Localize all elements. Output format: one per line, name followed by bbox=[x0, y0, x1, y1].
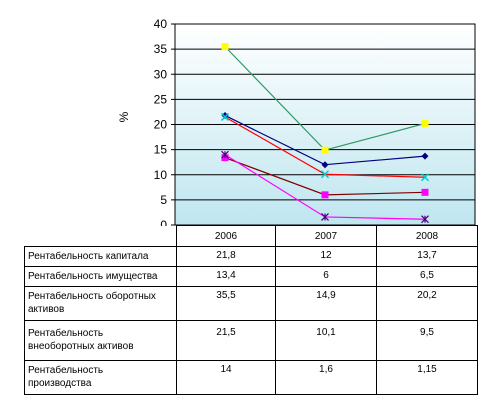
row-label-line: Рентабельность bbox=[28, 328, 104, 339]
series-2-point bbox=[321, 191, 329, 199]
row-label-line: Рентабельность имущества bbox=[28, 271, 158, 282]
table-cell: 13,4 bbox=[176, 266, 276, 287]
series-1-point bbox=[321, 161, 329, 169]
table-row: Рентабельность капитала 21,8 12 13,7 bbox=[24, 246, 478, 267]
y-tick-label: 5 bbox=[160, 193, 167, 207]
row-label: Рентабельность имущества bbox=[24, 266, 177, 287]
series-5-point bbox=[321, 213, 329, 221]
series-4-point bbox=[420, 173, 430, 182]
gridlines bbox=[175, 48, 475, 201]
row-label-line: внеоборотных активов bbox=[28, 341, 134, 352]
table-row: Рентабельность имущества 13,4 6 6,5 bbox=[24, 266, 478, 287]
series-1-point bbox=[421, 152, 429, 160]
table-cell: 14,9 bbox=[275, 286, 377, 321]
row-label: Рентабельность капитала bbox=[24, 246, 177, 267]
table-cell: 14 bbox=[176, 360, 276, 395]
table-cell: 21,5 bbox=[176, 320, 276, 361]
year-header: 2008 bbox=[376, 225, 478, 247]
table-row: Рентабельность производства 14 1,6 1,15 bbox=[24, 360, 478, 395]
table-cell: 35,5 bbox=[176, 286, 276, 321]
series-4-point bbox=[320, 170, 330, 179]
series-3-point bbox=[221, 43, 229, 51]
table-row: Рентабельность оборотных активов 35,5 14,… bbox=[24, 286, 478, 321]
series-1-point bbox=[221, 111, 229, 119]
series-markers bbox=[220, 43, 430, 224]
row-label-line: Рентабельность bbox=[28, 365, 104, 376]
row-label-line: активов bbox=[28, 304, 65, 315]
table-cell: 10,1 bbox=[275, 320, 377, 361]
y-tick-label: 10 bbox=[154, 168, 168, 182]
series-3-point bbox=[421, 119, 429, 127]
row-label: Рентабельность оборотных активов bbox=[24, 286, 177, 321]
table-cell: 12 bbox=[275, 246, 377, 267]
series-4-point bbox=[220, 112, 230, 121]
y-tick-label: 0 bbox=[160, 218, 167, 226]
line-chart: 0 5 10 15 20 25 30 35 40 % bbox=[117, 17, 476, 226]
table-cell: 9,5 bbox=[376, 320, 478, 361]
y-tick-label: 40 bbox=[154, 17, 168, 31]
table-cell: 1,15 bbox=[376, 360, 478, 395]
table-cell: 20,2 bbox=[376, 286, 478, 321]
year-header: 2007 bbox=[275, 225, 377, 247]
y-tick-label: 35 bbox=[154, 42, 168, 56]
y-axis-ticks: 0 5 10 15 20 25 30 35 40 bbox=[154, 17, 175, 226]
table-header-row: 2006 2007 2008 bbox=[24, 225, 478, 247]
table-cell: 13,7 bbox=[376, 246, 478, 267]
table-cell: 1,6 bbox=[275, 360, 377, 395]
y-axis-title: % bbox=[117, 111, 131, 122]
series-3-point bbox=[321, 146, 329, 154]
row-label-line: Рентабельность капитала bbox=[28, 251, 149, 262]
y-tick-label: 30 bbox=[154, 67, 168, 81]
data-table: 2006 2007 2008 Рентабельность капитала 2… bbox=[24, 225, 478, 395]
table-cell: 6,5 bbox=[376, 266, 478, 287]
series-2-point bbox=[421, 188, 429, 196]
y-tick-label: 25 bbox=[154, 92, 168, 106]
series-5-point bbox=[221, 150, 229, 159]
row-label: Рентабельность внеоборотных активов bbox=[24, 320, 177, 361]
year-header: 2006 bbox=[176, 225, 276, 247]
table-cell: 21,8 bbox=[176, 246, 276, 267]
y-tick-label: 15 bbox=[154, 143, 168, 157]
table-row: Рентабельность внеоборотных активов 21,5 … bbox=[24, 320, 478, 361]
y-tick-label: 20 bbox=[154, 118, 168, 132]
row-label-line: Рентабельность оборотных bbox=[28, 291, 156, 302]
row-label: Рентабельность производства bbox=[24, 360, 177, 395]
series-5-point bbox=[421, 215, 429, 224]
table-cell: 6 bbox=[275, 266, 377, 287]
row-label-line: производства bbox=[28, 378, 92, 389]
table-corner-cell bbox=[24, 225, 177, 247]
